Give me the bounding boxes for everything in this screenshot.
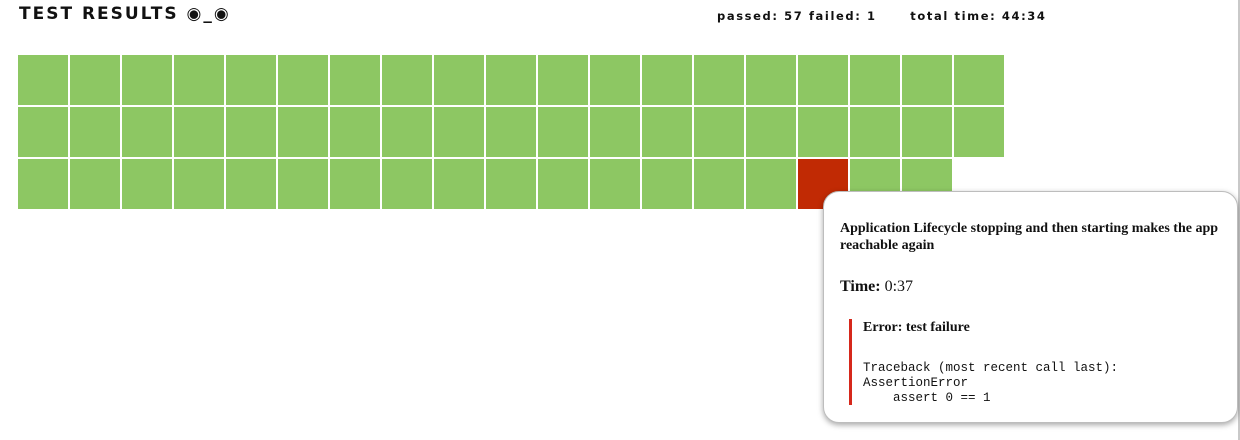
test-cell-passed[interactable]	[434, 159, 484, 209]
test-cell-passed[interactable]	[590, 55, 640, 105]
test-cell-passed[interactable]	[278, 159, 328, 209]
passed-count: 57	[784, 9, 804, 23]
test-cell-passed[interactable]	[642, 55, 692, 105]
test-results-grid	[18, 55, 1006, 211]
test-cell-passed[interactable]	[746, 159, 796, 209]
test-cell-passed[interactable]	[694, 159, 744, 209]
error-title: Error: test failure	[863, 320, 970, 335]
test-cell-passed[interactable]	[954, 107, 1004, 157]
test-cell-passed[interactable]	[226, 159, 276, 209]
test-cell-passed[interactable]	[434, 55, 484, 105]
test-cell-passed[interactable]	[278, 55, 328, 105]
test-cell-passed[interactable]	[434, 107, 484, 157]
error-block: Error: test failure Traceback (most rece…	[849, 319, 1212, 405]
test-cell-passed[interactable]	[122, 55, 172, 105]
test-cell-passed[interactable]	[122, 159, 172, 209]
test-cell-passed[interactable]	[850, 107, 900, 157]
test-detail-popover: Application Lifecycle stopping and then …	[823, 191, 1238, 423]
time-value: 0:37	[884, 278, 914, 295]
total-time-value: 44:34	[1001, 9, 1047, 23]
test-cell-passed[interactable]	[694, 55, 744, 105]
test-cell-passed[interactable]	[642, 107, 692, 157]
test-cell-passed[interactable]	[18, 159, 68, 209]
test-cell-passed[interactable]	[278, 107, 328, 157]
test-cell-passed[interactable]	[538, 107, 588, 157]
header: TEST RESULTS ◉_◉ passed: 57 failed: 1 to…	[19, 4, 1219, 26]
test-cell-passed[interactable]	[902, 55, 952, 105]
test-cell-passed[interactable]	[590, 159, 640, 209]
test-cell-passed[interactable]	[798, 55, 848, 105]
summary-stats: passed: 57 failed: 1 total time: 44:34	[717, 9, 1047, 23]
test-cell-passed[interactable]	[18, 55, 68, 105]
test-cell-passed[interactable]	[382, 55, 432, 105]
test-cell-passed[interactable]	[486, 159, 536, 209]
test-cell-passed[interactable]	[538, 159, 588, 209]
test-cell-passed[interactable]	[642, 159, 692, 209]
test-cell-passed[interactable]	[174, 107, 224, 157]
test-cell-passed[interactable]	[382, 159, 432, 209]
test-cell-passed[interactable]	[694, 107, 744, 157]
test-cell-passed[interactable]	[746, 55, 796, 105]
test-cell-passed[interactable]	[330, 107, 380, 157]
test-cell-passed[interactable]	[850, 55, 900, 105]
test-cell-passed[interactable]	[174, 55, 224, 105]
test-name: Application Lifecycle stopping and then …	[840, 221, 1219, 253]
failed-label: failed:	[808, 9, 862, 23]
test-cell-passed[interactable]	[226, 107, 276, 157]
test-cell-passed[interactable]	[486, 55, 536, 105]
window-edge	[1238, 0, 1240, 440]
test-cell-passed[interactable]	[486, 107, 536, 157]
page-title: TEST RESULTS ◉_◉	[19, 4, 231, 24]
test-cell-passed[interactable]	[70, 107, 120, 157]
test-cell-passed[interactable]	[122, 107, 172, 157]
traceback: Traceback (most recent call last): Asser…	[863, 361, 1119, 405]
test-cell-passed[interactable]	[18, 107, 68, 157]
test-cell-passed[interactable]	[798, 107, 848, 157]
test-cell-passed[interactable]	[902, 107, 952, 157]
test-cell-passed[interactable]	[538, 55, 588, 105]
test-cell-passed[interactable]	[174, 159, 224, 209]
test-cell-passed[interactable]	[746, 107, 796, 157]
test-cell-passed[interactable]	[954, 55, 1004, 105]
test-cell-passed[interactable]	[226, 55, 276, 105]
test-cell-passed[interactable]	[330, 159, 380, 209]
test-cell-passed[interactable]	[70, 55, 120, 105]
test-cell-passed[interactable]	[382, 107, 432, 157]
passed-label: passed:	[717, 9, 779, 23]
test-cell-passed[interactable]	[330, 55, 380, 105]
total-time-label: total time:	[910, 9, 997, 23]
failed-count: 1	[867, 9, 877, 23]
test-time: Time: 0:37	[840, 278, 913, 296]
test-cell-passed[interactable]	[70, 159, 120, 209]
test-cell-passed[interactable]	[590, 107, 640, 157]
time-label: Time:	[840, 278, 881, 295]
